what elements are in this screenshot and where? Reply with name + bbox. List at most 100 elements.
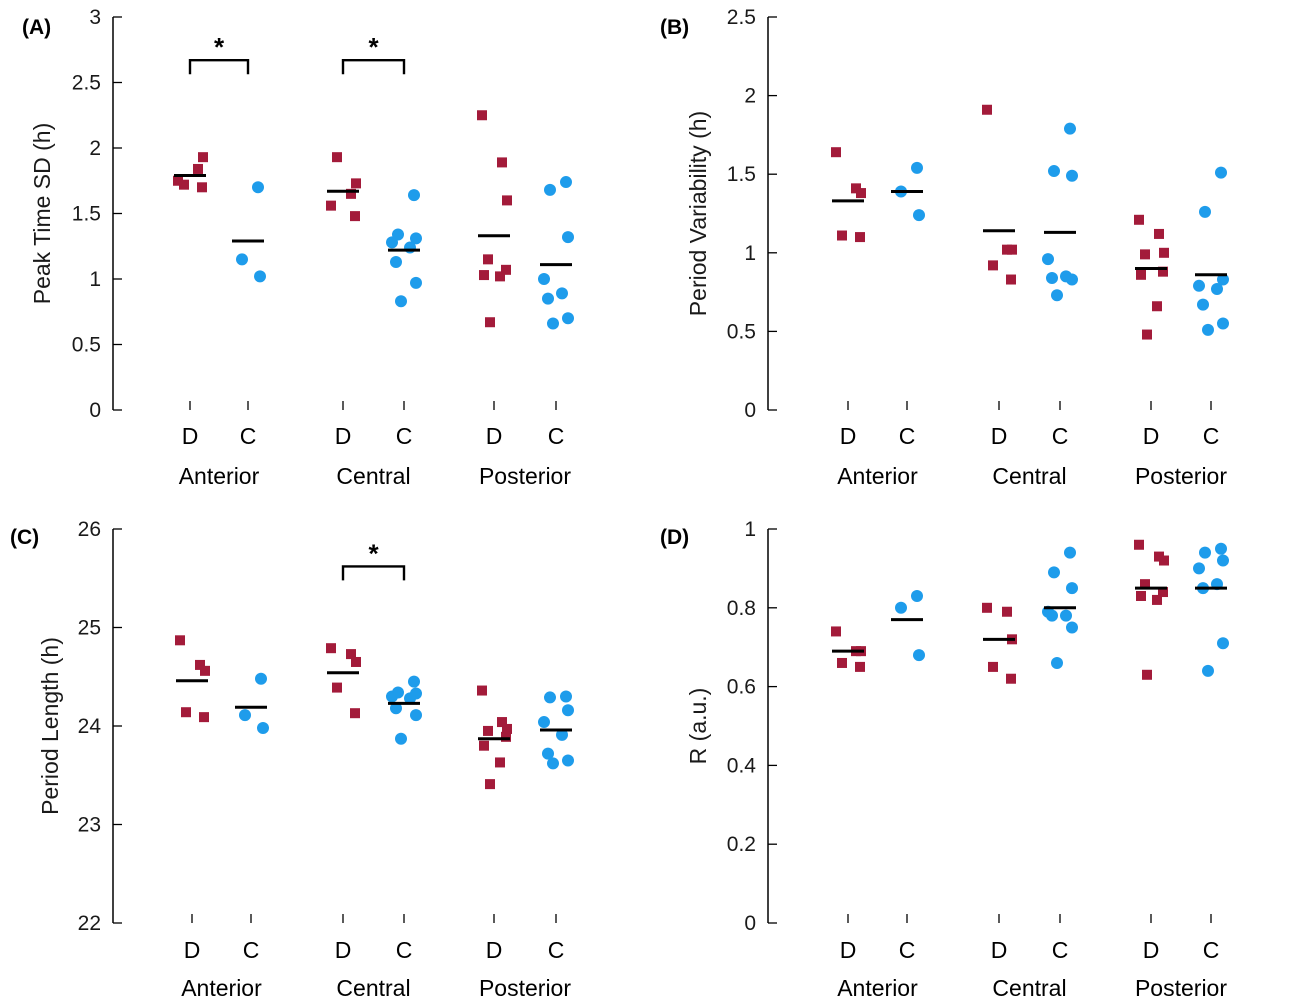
data-point-square — [485, 317, 495, 328]
condition-label-d: D — [991, 423, 1008, 449]
y-tick-label: 0 — [744, 912, 756, 935]
data-point-square — [982, 602, 992, 613]
y-axis-label: Peak Time SD (h) — [29, 123, 55, 305]
data-point-square — [332, 682, 342, 693]
panel-a: 0 0.5 1 1.5 2 2.5 3 Peak Time SD (h) (A) D C Anteri… — [22, 6, 574, 489]
data-point-circle — [911, 589, 923, 602]
data-point-circle — [1064, 546, 1076, 559]
y-tick-label: 22 — [78, 912, 101, 935]
data-point-square — [477, 685, 487, 696]
data-point-square — [351, 656, 361, 667]
panel-label: (A) — [22, 16, 51, 39]
data-point-circle — [390, 255, 402, 268]
data-point-circle — [404, 241, 416, 254]
data-point-circle — [562, 231, 574, 244]
data-point-square — [1142, 329, 1152, 340]
condition-label-d: D — [1143, 937, 1160, 963]
data-point-circle — [1060, 609, 1072, 622]
condition-label-d: D — [1143, 423, 1160, 449]
condition-label-c: C — [1203, 937, 1220, 963]
y-tick-label: 0.6 — [727, 676, 756, 699]
data-point-square — [856, 188, 866, 199]
panel-label: (B) — [660, 16, 689, 39]
y-tick-label: 1 — [744, 242, 756, 265]
data-point-circle — [542, 747, 554, 760]
y-tick-label: 0.5 — [72, 334, 101, 357]
data-point-circle — [1051, 656, 1063, 669]
data-point-circle — [544, 691, 556, 704]
data-point-circle — [556, 287, 568, 300]
data-point-square — [346, 188, 356, 199]
data-point-circle — [386, 690, 398, 703]
group-label: Posterior — [1135, 463, 1227, 489]
data-point-square — [988, 661, 998, 672]
data-point-square — [1159, 247, 1169, 258]
y-axis-label: R (a.u.) — [685, 688, 711, 765]
y-tick-label: 26 — [78, 518, 101, 541]
data-point-square — [1002, 606, 1012, 617]
data-point-circle — [1217, 554, 1229, 567]
data-point-square — [495, 271, 505, 282]
data-point-circle — [1215, 542, 1227, 555]
condition-label-c: C — [1052, 937, 1069, 963]
data-point-circle — [1066, 621, 1078, 634]
data-point-circle — [1197, 298, 1209, 311]
y-tick-label: 23 — [78, 814, 101, 837]
significance-bracket — [341, 59, 406, 75]
data-point-circle — [547, 757, 559, 770]
data-point-square — [501, 731, 511, 742]
data-point-square — [1006, 673, 1016, 684]
group-label: Central — [992, 975, 1066, 1001]
y-tick-label: 2.5 — [727, 6, 756, 29]
group-label: Central — [336, 975, 410, 1001]
data-point-square — [982, 104, 992, 115]
condition-label-d: D — [840, 937, 857, 963]
data-point-circle — [408, 189, 420, 202]
data-point-circle — [1048, 165, 1060, 178]
data-point-circle — [395, 295, 407, 308]
data-point-circle — [542, 292, 554, 305]
condition-label-d: D — [335, 937, 352, 963]
data-point-square — [1158, 266, 1168, 277]
y-tick-label: 0 — [89, 399, 101, 422]
condition-label-c: C — [240, 423, 257, 449]
data-point-circle — [1199, 205, 1211, 218]
y-tick-label: 0.2 — [727, 833, 756, 856]
data-point-square — [1134, 539, 1144, 550]
data-point-circle — [255, 672, 267, 685]
panel-label: (C) — [10, 526, 39, 549]
data-point-circle — [1217, 273, 1229, 286]
data-point-square — [326, 200, 336, 211]
data-point-circle — [1217, 637, 1229, 650]
data-point-square — [350, 211, 360, 222]
data-point-square — [193, 163, 203, 174]
data-point-square — [502, 723, 512, 734]
data-point-circle — [913, 649, 925, 662]
panel-d: 0 0.2 0.4 0.6 0.8 1 R (a.u.) (D) D C Anterior D C Cen… — [660, 518, 1229, 1001]
data-point-circle — [1199, 546, 1211, 559]
data-point-circle — [1202, 323, 1214, 336]
data-point-square — [1134, 214, 1144, 225]
data-point-square — [332, 152, 342, 163]
data-point-square — [197, 182, 207, 193]
condition-label-c: C — [243, 937, 260, 963]
data-point-circle — [1051, 289, 1063, 302]
data-point-circle — [386, 236, 398, 249]
data-point-circle — [410, 232, 422, 245]
data-point-circle — [408, 675, 420, 688]
data-point-circle — [254, 270, 266, 283]
data-point-circle — [538, 273, 550, 285]
data-point-circle — [410, 276, 422, 289]
y-tick-label: 1 — [89, 268, 101, 291]
data-point-circle — [1066, 169, 1078, 182]
data-point-circle — [911, 161, 923, 174]
data-point-square — [181, 707, 191, 718]
condition-label-c: C — [1052, 423, 1069, 449]
data-point-square — [837, 657, 847, 668]
condition-label-c: C — [548, 937, 565, 963]
data-point-square — [495, 757, 505, 768]
condition-label-d: D — [335, 423, 352, 449]
y-tick-label: 1.5 — [72, 203, 101, 226]
condition-label-d: D — [486, 937, 503, 963]
